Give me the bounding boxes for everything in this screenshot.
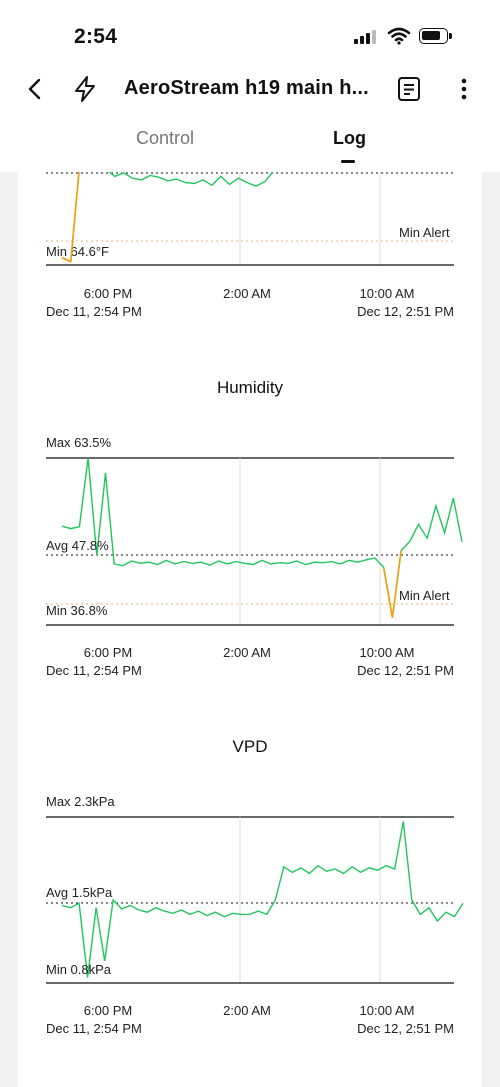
device-title: AeroStream h19 main h...: [124, 77, 369, 99]
temperature-chart: Min 64.6°F Min Alert 6:00 PM 2:00 AM 10:…: [0, 0, 500, 330]
min-label: Min 36.8%: [46, 603, 108, 618]
chart-title: Humidity: [216, 378, 284, 397]
temperature-chart-svg: Min 64.6°F Min Alert 6:00 PM 2:00 AM 10:…: [46, 142, 454, 319]
x-tick-label: 6:00 PM: [84, 645, 132, 660]
active-tab-indicator: [341, 160, 355, 163]
tab-bar: Control Log: [0, 124, 500, 170]
min-label: Min 64.6°F: [46, 244, 109, 259]
battery-icon: [419, 28, 452, 44]
back-chevron-icon[interactable]: [24, 77, 48, 101]
humidity-chart: Humidity Max 63.5% Avg 47.8% Min 36.8% M…: [46, 378, 463, 678]
tab-control[interactable]: Control: [136, 128, 195, 148]
cellular-signal-icon: [354, 30, 378, 44]
x-tick-label: 10:00 AM: [360, 286, 415, 301]
x-tick-label: 6:00 PM: [84, 286, 132, 301]
log-card: [18, 160, 482, 1087]
min-label: Min 0.8kPa: [46, 962, 112, 977]
x-tick-label: 2:00 AM: [223, 286, 271, 301]
avg-label: Avg 1.5kPa: [46, 885, 113, 900]
alert-segment: [382, 550, 402, 618]
x-start-label: Dec 11, 2:54 PM: [46, 304, 142, 319]
alert-label: Min Alert: [399, 225, 450, 240]
max-label: Max 2.3kPa: [46, 794, 115, 809]
status-time: 2:54: [74, 25, 118, 48]
nav-bar: AeroStream h19 main h...: [0, 70, 500, 112]
chart-title: VPD: [232, 737, 268, 756]
alert-label: Min Alert: [399, 588, 450, 603]
tab-log[interactable]: Log: [333, 128, 366, 148]
avg-label: Avg 47.8%: [46, 538, 109, 553]
x-end-label: Dec 12, 2:51 PM: [357, 304, 454, 319]
vpd-chart: VPD Max 2.3kPa Avg 1.5kPa Min 0.8kPa 6:0…: [46, 737, 464, 1036]
vpd-series-line: [61, 821, 464, 978]
x-tick-label: 10:00 AM: [360, 645, 415, 660]
x-end-label: Dec 12, 2:51 PM: [357, 1021, 454, 1036]
document-icon[interactable]: [397, 76, 421, 102]
x-tick-label: 6:00 PM: [84, 1003, 132, 1018]
more-vertical-icon[interactable]: [455, 76, 473, 102]
top-bar: 2:54 AeroStream h19 main h...: [0, 0, 500, 172]
x-end-label: Dec 12, 2:51 PM: [357, 663, 454, 678]
vpd-chart-svg: Max 2.3kPa Avg 1.5kPa Min 0.8kPa 6:00 PM…: [46, 794, 464, 1036]
x-tick-label: 2:00 AM: [223, 645, 271, 660]
x-tick-label: 2:00 AM: [223, 1003, 271, 1018]
status-bar: 2:54: [0, 0, 500, 70]
max-label: Max 63.5%: [46, 435, 111, 450]
wifi-icon: [387, 27, 411, 45]
x-tick-label: 10:00 AM: [360, 1003, 415, 1018]
x-start-label: Dec 11, 2:54 PM: [46, 1021, 142, 1036]
bolt-icon[interactable]: [70, 74, 100, 104]
x-start-label: Dec 11, 2:54 PM: [46, 663, 142, 678]
humidity-chart-svg: Max 63.5% Avg 47.8% Min 36.8% Min Alert …: [46, 435, 463, 678]
alert-segment: [61, 164, 81, 263]
